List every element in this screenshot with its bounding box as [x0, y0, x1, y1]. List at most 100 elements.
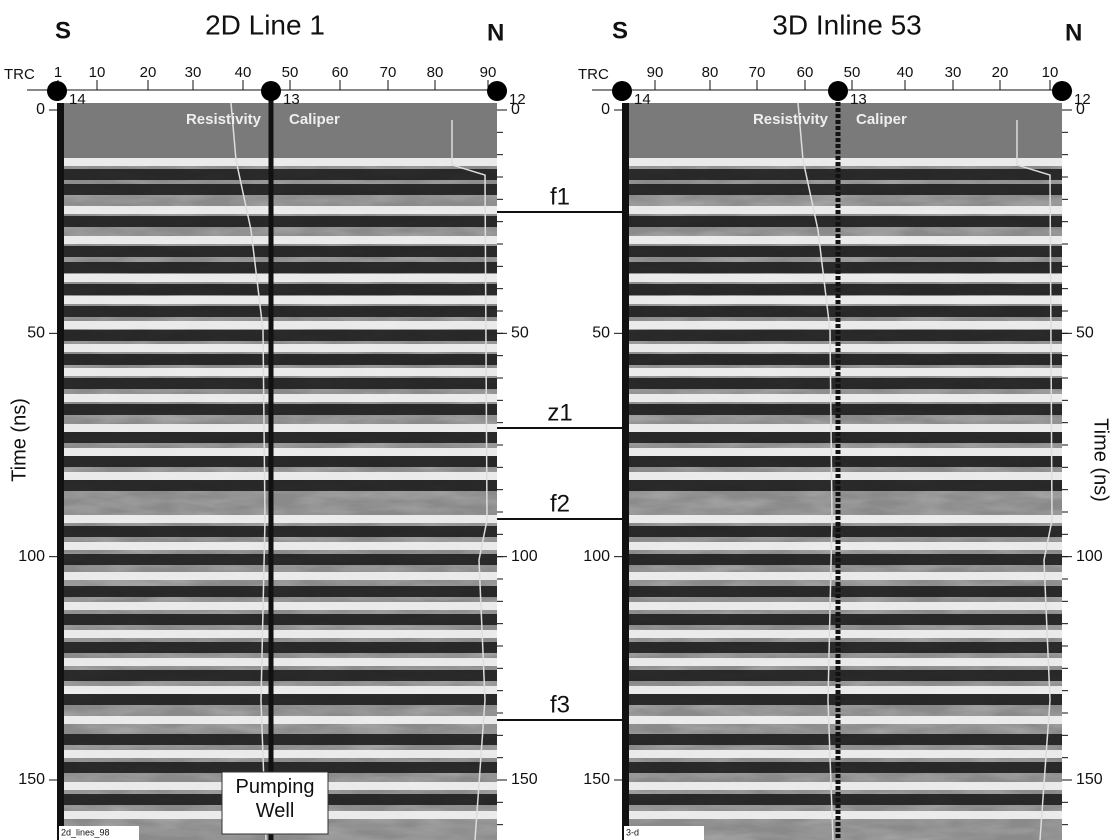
reflector-dark — [622, 526, 1062, 537]
reflector-light — [622, 782, 1062, 790]
trc-label: TRC — [578, 66, 609, 83]
reflector-dark — [57, 614, 497, 625]
y-tick-label: 0 — [36, 101, 45, 118]
reflector-dark — [622, 354, 1062, 365]
top-tick-label: 80 — [427, 64, 444, 81]
y-axis-title: Time (ns) — [8, 398, 30, 482]
reflector-dark — [622, 262, 1062, 273]
well-marker — [1052, 81, 1072, 101]
well-label: 13 — [283, 91, 300, 108]
reflector-dark — [57, 330, 497, 341]
reflector-dark — [57, 694, 497, 705]
reflector-dark — [622, 670, 1062, 681]
well-label: 13 — [850, 91, 867, 108]
reflector-light — [622, 515, 1062, 523]
reflector-dark — [57, 262, 497, 273]
well-label: 12 — [1074, 91, 1091, 108]
reflector-dark — [622, 794, 1062, 805]
reflector-dark — [57, 306, 497, 317]
reflector-light — [622, 750, 1062, 758]
horizon-label: f3 — [550, 691, 570, 718]
reflector-light — [57, 394, 497, 402]
reflector-light — [622, 602, 1062, 610]
track-label: Caliper — [856, 111, 907, 128]
y-tick-label: 50 — [511, 325, 529, 342]
reflector-dark — [57, 432, 497, 443]
y-axis-title: Time (ns) — [1090, 418, 1112, 502]
y-tick-label: 150 — [18, 771, 45, 788]
reflector-light — [622, 158, 1062, 166]
top-tick-label: 80 — [702, 64, 719, 81]
reflector-light — [57, 750, 497, 758]
reflector-light — [622, 630, 1062, 638]
well-marker — [828, 81, 848, 101]
well-marker — [261, 81, 281, 101]
top-tick-label: 30 — [185, 64, 202, 81]
well-marker — [487, 81, 507, 101]
reflector-dark — [57, 378, 497, 389]
track-label: Caliper — [289, 111, 340, 128]
reflector-light — [57, 515, 497, 523]
reflector-light — [622, 321, 1062, 329]
well-label: 14 — [634, 91, 651, 108]
reflector-dark — [622, 432, 1062, 443]
reflector-dark — [622, 306, 1062, 317]
reflector-dark — [57, 734, 497, 745]
reflector-dark — [622, 456, 1062, 467]
reflector-light — [57, 274, 497, 282]
reflector-dark — [57, 480, 497, 491]
trc-label: TRC — [4, 66, 35, 83]
reflector-light — [57, 542, 497, 550]
section-noise — [622, 160, 1062, 840]
panel-title: 2D Line 1 — [205, 9, 325, 40]
reflector-dark — [57, 184, 497, 195]
reflector-dark — [57, 526, 497, 537]
reflector-light — [57, 448, 497, 456]
section-noise — [57, 160, 497, 840]
top-tick-label: 30 — [945, 64, 962, 81]
reflector-light — [622, 472, 1062, 480]
reflector-light — [57, 472, 497, 480]
stamp-box — [59, 826, 139, 840]
top-tick-label: 60 — [797, 64, 814, 81]
reflector-light — [57, 158, 497, 166]
stamp-box — [624, 826, 704, 840]
resistivity-log — [230, 102, 267, 840]
reflector-light — [57, 630, 497, 638]
y-tick-label: 100 — [18, 548, 45, 565]
reflector-light — [622, 686, 1062, 694]
well-marker — [612, 81, 632, 101]
reflector-dark — [622, 169, 1062, 180]
y-tick-label: 0 — [601, 101, 610, 118]
top-tick-label: 20 — [992, 64, 1009, 81]
reflector-dark — [57, 762, 497, 773]
reflector-light — [622, 542, 1062, 550]
reflector-dark — [622, 216, 1062, 227]
reflector-dark — [622, 480, 1062, 491]
y-tick-label: 50 — [27, 325, 45, 342]
reflector-light — [622, 572, 1062, 580]
header-band — [622, 103, 1062, 158]
reflector-dark — [57, 284, 497, 295]
reflector-light — [57, 424, 497, 432]
reflector-dark — [622, 642, 1062, 653]
reflector-light — [622, 424, 1062, 432]
y-tick-label: 0 — [1076, 101, 1085, 118]
reflector-dark — [57, 586, 497, 597]
reflector-dark — [622, 694, 1062, 705]
annotation-line: Pumping Well — [236, 776, 315, 822]
track-label: Resistivity — [186, 111, 262, 128]
caliper-log — [1016, 120, 1053, 840]
y-tick-label: 150 — [583, 771, 610, 788]
reflector-dark — [622, 586, 1062, 597]
reflector-light — [57, 206, 497, 214]
south-label: S — [55, 17, 71, 44]
y-tick-label: 50 — [592, 325, 610, 342]
reflector-dark — [57, 456, 497, 467]
stamp: 3-d — [626, 827, 639, 837]
reflector-light — [57, 344, 497, 352]
top-tick-label: 1 — [54, 64, 62, 81]
reflector-light — [622, 206, 1062, 214]
horizon-label: f1 — [550, 183, 570, 210]
